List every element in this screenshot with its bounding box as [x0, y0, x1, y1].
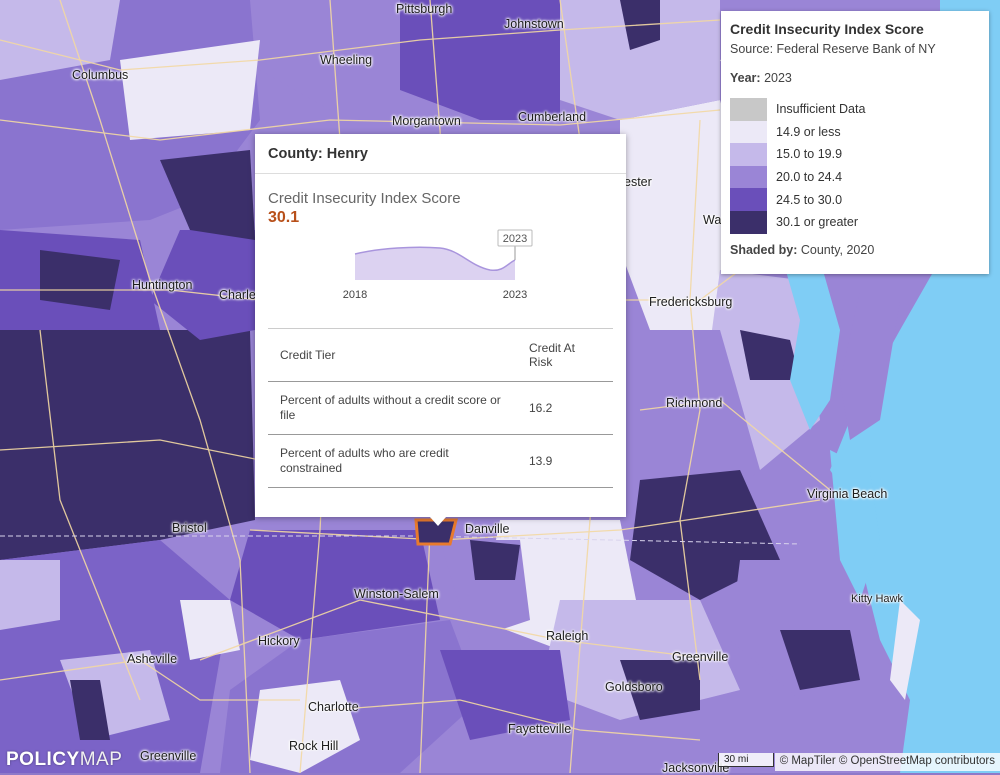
legend-swatch	[730, 188, 767, 211]
sparkline-start-label: 2018	[343, 289, 367, 301]
popup-title: County: Henry	[255, 134, 626, 174]
scale-bar: 30 mi	[718, 753, 774, 767]
city-label: Bristol	[172, 521, 207, 535]
legend-swatch	[730, 98, 767, 121]
popup-pointer	[430, 517, 446, 526]
sparkline-end-label: 2023	[503, 289, 527, 301]
city-label: Hickory	[258, 634, 300, 648]
legend-item-label: 24.5 to 30.0	[776, 192, 843, 207]
city-label: Greenville	[672, 650, 729, 664]
table-row: Percent of adults who are credit constra…	[268, 434, 613, 488]
legend-shaded-value: County, 2020	[800, 242, 875, 257]
legend-title: Credit Insecurity Index Score	[730, 21, 924, 37]
city-label: Greenville	[140, 749, 197, 763]
city-label: Virginia Beach	[807, 487, 888, 501]
city-label: ester	[624, 175, 652, 189]
map-legend: Credit Insecurity Index Score Source: Fe…	[721, 11, 989, 274]
popup-metric-value: 30.1	[268, 209, 300, 226]
county-popup: County: Henry Credit Insecurity Index Sc…	[255, 134, 626, 526]
legend-swatch	[730, 120, 767, 144]
legend-source: Source: Federal Reserve Bank of NY	[730, 42, 936, 56]
city-label: Asheville	[127, 652, 178, 666]
city-label: Morgantown	[392, 114, 461, 128]
legend-item: 24.5 to 30.0	[730, 188, 980, 211]
legend-item-label: 20.0 to 24.4	[776, 170, 843, 185]
city-label: Danville	[465, 522, 510, 536]
city-label: Cumberland	[518, 110, 587, 124]
city-label: Kitty Hawk	[851, 593, 903, 605]
legend-year: Year: 2023	[730, 71, 980, 85]
legend-item: 30.1 or greater	[730, 210, 980, 234]
legend-item: Insufficient Data	[730, 98, 980, 121]
city-label: Charlotte	[308, 700, 359, 714]
city-label: Wheeling	[320, 53, 373, 67]
trend-sparkline[interactable]: 2023 2018 2023	[335, 224, 545, 304]
legend-item: 14.9 or less	[730, 120, 980, 144]
city-label: Fredericksburg	[649, 295, 733, 309]
legend-year-label: Year:	[730, 71, 761, 85]
row-label: Percent of adults who are credit constra…	[268, 434, 517, 488]
table-header: Credit Tier	[268, 328, 517, 382]
legend-swatch	[730, 165, 767, 189]
logo-text-policy: POLICY	[6, 749, 80, 770]
map-attribution[interactable]: © MapTiler © OpenStreetMap contributors	[774, 753, 1000, 771]
city-label: Winston-Salem	[354, 587, 439, 601]
legend-shaded-by: Shaded by: County, 2020	[730, 243, 980, 257]
city-label: Richmond	[666, 396, 723, 410]
legend-swatch	[730, 210, 767, 234]
popup-metric-name: Credit Insecurity Index Score	[268, 190, 461, 207]
city-label: Charle	[219, 288, 256, 302]
table-header: Credit At Risk	[517, 328, 613, 382]
legend-items: Insufficient Data 14.9 or less 15.0 to 1…	[730, 98, 980, 234]
city-label: Wa	[703, 213, 722, 227]
row-value: 13.9	[517, 434, 613, 488]
legend-item-label: Insufficient Data	[776, 102, 866, 117]
city-label: Fayetteville	[508, 722, 572, 736]
sparkline-tooltip: 2023	[503, 233, 527, 245]
legend-item: 15.0 to 19.9	[730, 143, 980, 166]
city-label: Rock Hill	[289, 739, 339, 753]
city-label: Goldsboro	[605, 680, 663, 694]
policymap-logo[interactable]: POLICYMAP	[6, 749, 122, 771]
city-label: Pittsburgh	[396, 2, 453, 16]
legend-shaded-label: Shaded by:	[730, 242, 798, 257]
legend-year-value: 2023	[764, 71, 792, 85]
city-label: Jacksonville	[662, 761, 730, 775]
city-label: Raleigh	[546, 629, 589, 643]
legend-item-label: 30.1 or greater	[776, 215, 858, 230]
legend-item-label: 14.9 or less	[776, 124, 841, 139]
logo-text-map: MAP	[79, 749, 123, 770]
legend-item: 20.0 to 24.4	[730, 165, 980, 189]
city-label: Johnstown	[504, 17, 564, 31]
legend-swatch	[730, 143, 767, 166]
row-value: 16.2	[517, 381, 613, 435]
legend-item-label: 15.0 to 19.9	[776, 147, 843, 162]
city-label: Columbus	[72, 68, 129, 82]
popup-data-table: Credit Tier Credit At Risk Percent of ad…	[268, 328, 613, 488]
city-label: Huntington	[132, 278, 193, 292]
row-label: Percent of adults without a credit score…	[268, 381, 517, 435]
table-row: Percent of adults without a credit score…	[268, 381, 613, 435]
